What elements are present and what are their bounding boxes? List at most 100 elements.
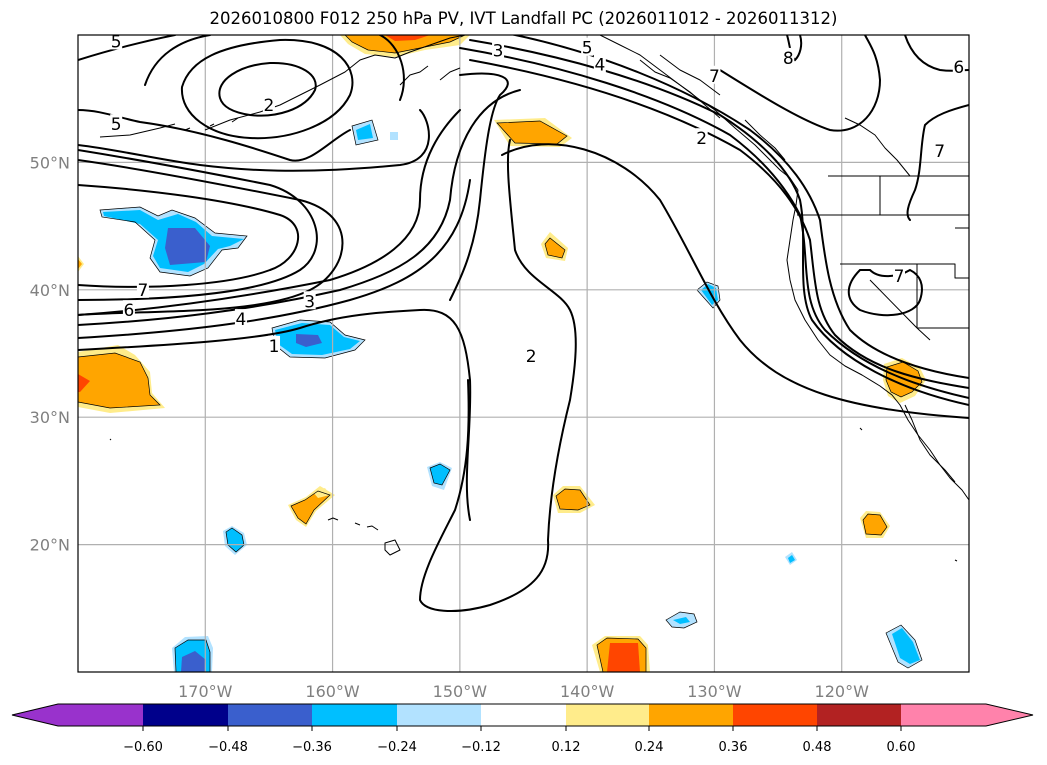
colorbar-segment	[481, 704, 566, 726]
contour-label-bg	[110, 35, 123, 50]
contour-label-bg	[525, 346, 538, 365]
contour-label-bg	[122, 300, 135, 319]
pv-contour-line	[144, 35, 405, 101]
coastlines	[99, 35, 969, 562]
contour-label: 7	[934, 142, 945, 162]
coastline	[869, 264, 969, 341]
colorbar-extend-min	[12, 704, 143, 726]
lon-tick-label: 140°W	[560, 682, 615, 701]
lon-tick-label: 160°W	[305, 682, 360, 701]
lon-tick-label: 120°W	[815, 682, 870, 701]
colorbar-tick-label: 0.48	[803, 740, 832, 755]
contour-label-bg	[303, 291, 316, 310]
pc-fill-region	[291, 491, 330, 524]
colorbar-segment	[312, 704, 397, 726]
pc-fill-outline	[99, 206, 248, 277]
lon-tick-labels: 170°W 160°W 150°W 140°W 130°W 120°W	[178, 682, 869, 701]
contour-label-bg	[952, 56, 965, 75]
pv-contour-line	[78, 149, 318, 301]
pv-contour-line	[418, 72, 577, 612]
pc-fill-outline	[344, 35, 466, 54]
contour-label: 5	[582, 39, 593, 59]
pc-fill-region	[165, 228, 210, 265]
coastline	[639, 54, 721, 119]
pc-fill-region	[607, 643, 640, 672]
contour-label-bg	[268, 335, 281, 354]
pc-fill-region	[356, 124, 373, 140]
pc-fill-region	[226, 528, 244, 552]
pv-contour-line	[501, 143, 969, 419]
lat-tick-labels: 50°N 40°N 30°N 20°N	[30, 153, 70, 554]
pc-fill-region	[673, 617, 690, 624]
colorbar-tick-label: 0.12	[552, 740, 581, 755]
contour-label-bg	[593, 54, 606, 73]
pc-fill-outline	[544, 237, 566, 259]
pv-contour-line	[469, 39, 969, 406]
pc-fill-outline	[885, 624, 923, 669]
colorbar-extend-max	[901, 704, 1033, 726]
pv-contour-line	[78, 109, 461, 316]
pc-fill-region	[390, 132, 398, 140]
pc-fill-region	[545, 238, 565, 258]
colorbar-tick-label: −0.48	[208, 740, 248, 755]
lat-tick-label: 40°N	[30, 281, 70, 300]
colorbar-tick-label: −0.36	[292, 740, 332, 755]
contour-label-bg	[262, 95, 275, 114]
coastline	[327, 517, 401, 556]
pc-fill-outline	[429, 463, 451, 486]
contour-label: 6	[124, 301, 135, 321]
pc-fill-region	[788, 555, 795, 563]
pv-contour-line	[469, 59, 969, 389]
coastline	[844, 117, 911, 177]
colorbar-segment	[649, 704, 733, 726]
fill-layer	[78, 35, 926, 672]
contour-label-bg	[492, 40, 505, 59]
contour-label: 3	[304, 292, 315, 312]
pc-fill-outline	[885, 361, 923, 398]
pc-fill-outline	[271, 319, 366, 359]
pc-fill-region	[863, 514, 887, 535]
colorbar-segment	[817, 704, 901, 726]
pc-fill-outline	[862, 513, 888, 536]
contour-label-bg	[234, 309, 247, 328]
lon-tick-label: 130°W	[687, 682, 742, 701]
colorbar-tick-label: 0.24	[635, 740, 664, 755]
colorbar-tick-label: 0.36	[719, 740, 748, 755]
map-frame	[77, 34, 970, 673]
colorbar-segment	[566, 704, 649, 726]
contour-label: 7	[709, 67, 720, 87]
colorbar-segment	[143, 704, 228, 726]
contour-label-bg	[892, 265, 905, 284]
contour-label: 3	[493, 41, 504, 61]
pc-fill-outline	[351, 119, 379, 146]
pc-fill-region	[556, 489, 590, 510]
colorbar-outline	[11, 703, 1034, 727]
contour-label-bg	[581, 37, 594, 56]
contour-label-bg	[933, 140, 946, 159]
pv-contour-line	[78, 159, 344, 316]
coastline	[786, 189, 969, 501]
pc-fill-outline	[174, 639, 211, 672]
pc-fill-region	[313, 488, 330, 498]
coastline	[599, 35, 799, 191]
pc-fill-region	[78, 374, 90, 392]
pv-contour-line	[78, 179, 471, 339]
pc-fill-region	[430, 464, 450, 485]
contour-label: 2	[526, 347, 537, 367]
contour-label-bg	[782, 47, 795, 66]
coastline	[797, 176, 969, 216]
coastline	[840, 227, 969, 279]
chart-title: 2026010800 F012 250 hPa PV, IVT Landfall…	[209, 9, 838, 28]
pc-fill-outline	[496, 120, 568, 145]
pv-contour-line	[510, 35, 969, 379]
contour-label: 2	[696, 129, 707, 149]
contour-label: 5	[111, 115, 122, 135]
colorbar: −0.60 −0.48 −0.36 −0.24 −0.12 0.12 0.24 0.36 0.4…	[11, 703, 1034, 755]
contour-label: 2	[264, 96, 275, 116]
pc-fill-outline	[555, 488, 591, 511]
colorbar-tick-label: 0.60	[887, 740, 916, 755]
pv-contour-line	[78, 184, 300, 288]
colorbar-segment	[228, 704, 312, 726]
